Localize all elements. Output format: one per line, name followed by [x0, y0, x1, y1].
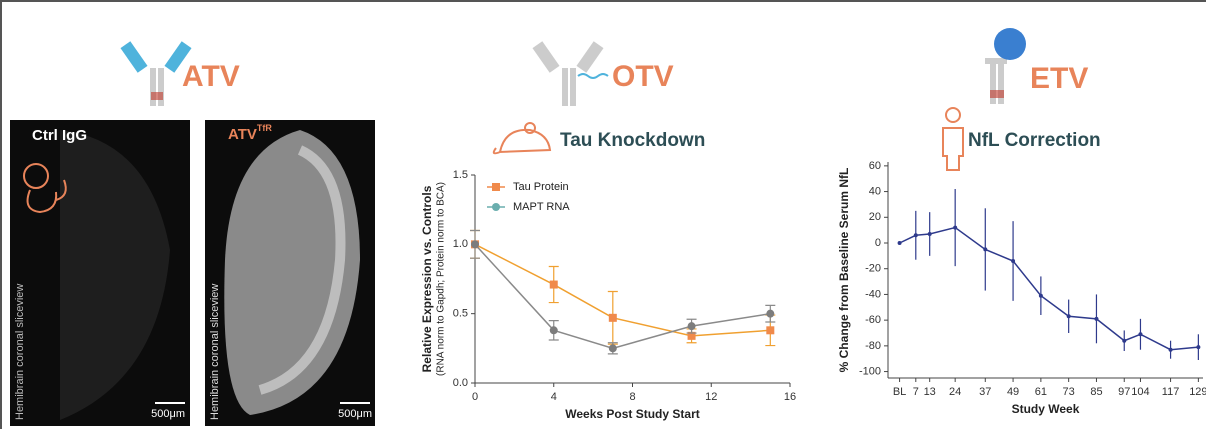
- brain-shape: [224, 130, 360, 415]
- point: [897, 241, 902, 245]
- x-tick-label: 8: [629, 391, 635, 403]
- antibody-icon: [985, 28, 1026, 104]
- panel-subheading: Tau Knockdown: [560, 130, 705, 151]
- point: [549, 326, 558, 335]
- y-axis-note: (RNA norm to Gapdh; Protein norm to BCA): [436, 182, 447, 376]
- panel-subheading: NfL Correction: [968, 130, 1101, 151]
- point: [953, 225, 958, 230]
- person-icon: [942, 107, 964, 171]
- series-line: [474, 243, 771, 337]
- point: [549, 280, 558, 289]
- y-tick-label: 0.5: [453, 308, 468, 320]
- point: [1168, 347, 1173, 352]
- point: [1011, 259, 1016, 263]
- point: [608, 313, 617, 322]
- image-label: ATVTfR: [228, 123, 272, 143]
- x-tick-label: 4: [551, 391, 557, 403]
- y-tick-label: 1.0: [453, 238, 468, 250]
- point: [608, 344, 617, 353]
- x-tick-label: 7: [913, 386, 919, 398]
- x-tick-label: 73: [1063, 386, 1075, 398]
- x-tick-label: 104: [1131, 386, 1149, 398]
- point: [766, 326, 775, 335]
- point: [1094, 316, 1099, 321]
- x-tick-label: 0: [472, 391, 478, 403]
- y-tick-label: 60: [869, 160, 881, 172]
- point: [1196, 345, 1201, 350]
- x-axis-label: Weeks Post Study Start: [565, 407, 699, 421]
- antibody-icon: [120, 41, 192, 106]
- series-line: [899, 226, 1199, 351]
- scale-label: 500μm: [151, 408, 185, 420]
- point: [687, 331, 696, 340]
- point: [1122, 338, 1127, 343]
- x-tick-label: BL: [893, 386, 906, 398]
- point: [1038, 293, 1043, 298]
- brain-cortex: [258, 145, 346, 395]
- x-tick-label: 117: [1162, 386, 1180, 398]
- scale-label: 500μm: [338, 408, 372, 420]
- side-label: Hemibrain coronal sliceview: [14, 284, 26, 420]
- legend-label: MAPT RNA: [513, 201, 570, 213]
- point: [471, 240, 479, 249]
- label-main: ATV: [228, 126, 257, 143]
- y-tick-label: -80: [865, 340, 881, 352]
- panel-heading: ETV: [1030, 62, 1088, 95]
- y-tick-label: -40: [865, 288, 881, 300]
- y-tick-label: 1.5: [453, 169, 468, 181]
- point: [766, 309, 775, 318]
- legend-label: Tau Protein: [513, 181, 569, 193]
- point: [687, 322, 696, 331]
- x-tick-label: 16: [784, 391, 796, 403]
- legend-marker: [492, 183, 500, 191]
- y-tick-label: 0.0: [453, 377, 468, 389]
- legend-marker: [492, 203, 500, 211]
- y-axis-label: Relative Expression vs. Controls: [420, 185, 434, 372]
- monkey-icon: [23, 163, 67, 214]
- point: [913, 233, 918, 238]
- label-sup: TfR: [257, 123, 272, 133]
- y-tick-label: 40: [869, 185, 881, 197]
- x-tick-label: 12: [705, 391, 717, 403]
- x-tick-label: 61: [1035, 386, 1047, 398]
- mouse-icon: [492, 122, 552, 155]
- point: [927, 232, 932, 236]
- y-axis-label: % Change from Baseline Serum NfL: [837, 168, 851, 373]
- antibody-icon: [532, 41, 609, 106]
- point: [1138, 332, 1143, 337]
- x-tick-label: 37: [979, 386, 991, 398]
- brain-shape: [60, 130, 170, 420]
- x-tick-label: 13: [924, 386, 936, 398]
- panel-heading: OTV: [612, 60, 674, 93]
- x-tick-label: 97: [1118, 386, 1130, 398]
- side-label: Hemibrain coronal sliceview: [209, 284, 221, 420]
- x-axis-label: Study Week: [1012, 402, 1080, 416]
- panel-heading: ATV: [182, 60, 240, 93]
- y-tick-label: -100: [859, 365, 881, 377]
- x-tick-label: 24: [949, 386, 961, 398]
- x-tick-label: 49: [1007, 386, 1019, 398]
- image-label: Ctrl IgG: [32, 127, 87, 144]
- y-tick-label: -60: [865, 314, 881, 326]
- x-tick-label: 85: [1090, 386, 1102, 398]
- x-tick-label: 129: [1189, 386, 1206, 398]
- point: [983, 247, 988, 252]
- y-tick-label: 20: [869, 211, 881, 223]
- y-tick-label: -20: [865, 263, 881, 275]
- y-tick-label: 0: [875, 237, 881, 249]
- point: [1066, 314, 1071, 319]
